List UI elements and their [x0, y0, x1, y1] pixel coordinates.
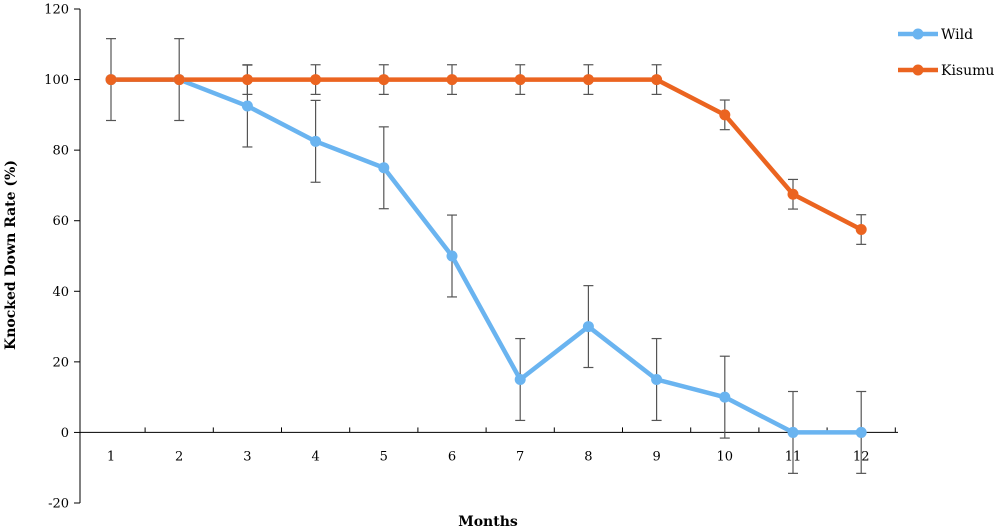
y-axis-title: Knocked Down Rate (%)	[3, 160, 19, 350]
x-tick-label: 7	[516, 449, 524, 464]
legend-marker-wild	[912, 28, 924, 40]
legend-label-wild: Wild	[941, 27, 973, 43]
y-tick-label: 40	[52, 285, 69, 300]
data-point-kisumu	[651, 74, 663, 86]
x-tick-label: 3	[243, 449, 251, 464]
x-tick-label: 8	[584, 449, 592, 464]
data-point-kisumu	[378, 74, 390, 86]
series-line-kisumu	[111, 77, 863, 232]
data-point-kisumu	[173, 74, 185, 86]
y-tick-label: 120	[44, 3, 69, 18]
data-point-wild	[651, 374, 663, 385]
legend-marker-kisumu	[912, 64, 924, 76]
x-tick-label: 6	[448, 449, 456, 464]
error-bars	[106, 38, 867, 474]
y-tick-label: 0	[61, 426, 69, 441]
x-axis-title: Months	[458, 514, 518, 530]
y-tick-label: 100	[44, 73, 69, 88]
x-tick-label: 1	[107, 449, 115, 464]
x-tick-label: 2	[175, 449, 183, 464]
y-tick-label: 20	[52, 355, 69, 370]
data-point-wild	[514, 374, 526, 385]
data-point-kisumu	[582, 74, 594, 86]
data-point-wild	[855, 426, 867, 438]
legend-label-kisumu: Kisumu	[941, 63, 994, 79]
data-point-kisumu	[105, 74, 117, 86]
legend: Wild Kisumu	[898, 27, 994, 79]
data-point-wild	[310, 135, 322, 147]
data-point-wild	[378, 162, 390, 174]
data-point-kisumu	[514, 74, 526, 86]
data-point-kisumu	[855, 224, 867, 236]
data-point-kisumu	[310, 74, 322, 86]
data-point-kisumu	[446, 74, 458, 86]
x-tick-label: 10	[717, 449, 734, 464]
x-tick-label: 5	[380, 449, 388, 464]
data-point-wild	[241, 100, 253, 112]
data-point-wild	[719, 391, 731, 403]
x-tick-label: 9	[652, 449, 660, 464]
y-tick-label: 80	[52, 144, 69, 159]
data-point-wild	[787, 426, 799, 438]
data-point-wild	[582, 321, 594, 333]
series-points	[105, 74, 867, 438]
series-lines	[111, 77, 863, 435]
y-tick-label: 60	[52, 214, 69, 229]
series-line-wild	[111, 77, 862, 435]
y-tick-label: -20	[48, 497, 69, 512]
x-tick-label: 4	[311, 449, 319, 464]
data-point-kisumu	[241, 74, 253, 86]
data-point-kisumu	[719, 109, 731, 121]
data-point-kisumu	[787, 188, 799, 200]
data-point-wild	[446, 250, 458, 262]
